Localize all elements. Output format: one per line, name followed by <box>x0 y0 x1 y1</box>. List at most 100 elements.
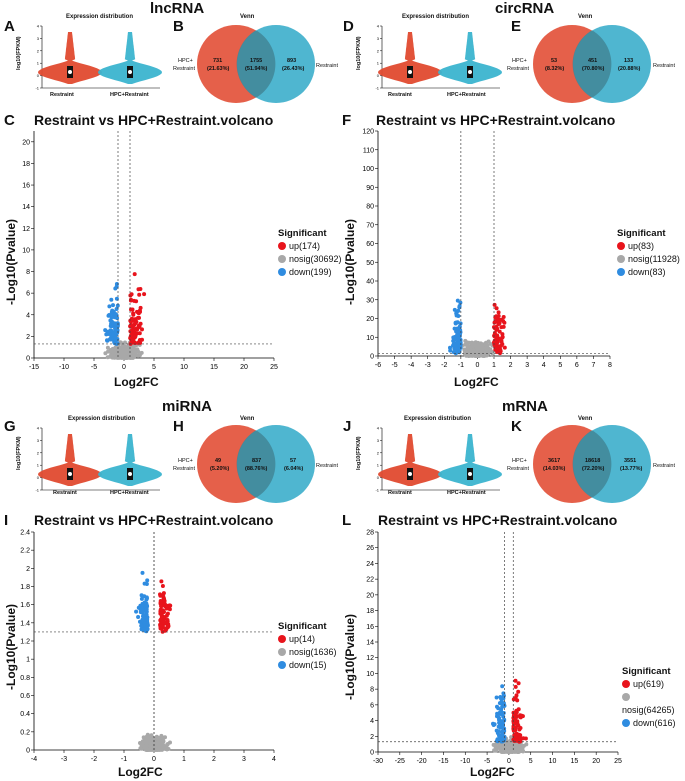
volcano-y-tick-label: 120 <box>362 129 374 136</box>
volcano-point <box>452 342 457 347</box>
volcano-title: Restraint vs HPC+Restraint.volcano <box>34 512 274 528</box>
volcano-point <box>476 343 480 348</box>
volcano-point <box>495 345 500 350</box>
volcano-y-tick-label: 28 <box>366 530 374 537</box>
volcano-point <box>142 292 147 297</box>
volcano-y-tick-label: 24 <box>366 561 374 568</box>
volcano-point <box>160 620 165 625</box>
venn-right-pct: (6.04%) <box>284 466 304 472</box>
volcano-y-tick-label: 20 <box>366 592 374 599</box>
volcano-point <box>514 693 519 698</box>
violin-tick-label: 2 <box>37 450 40 455</box>
volcano-point <box>139 596 144 601</box>
up-dot-icon <box>278 242 286 250</box>
venn-overlap <box>236 30 276 98</box>
volcano-x-tick-label: -5 <box>91 364 97 371</box>
volcano-point <box>455 333 460 338</box>
volcano-point <box>467 350 472 354</box>
venn-left-label-2: Restraint <box>507 466 530 472</box>
volcano-point <box>131 311 136 316</box>
volcano-point <box>112 321 117 326</box>
volcano-point <box>500 722 505 727</box>
volcano-point <box>117 347 121 352</box>
venn-chart-h <box>197 425 315 503</box>
volcano-ylabel: -Log10(Pvalue) <box>4 218 18 305</box>
volcano-xlabel: Log2FC <box>114 375 159 389</box>
volcano-point <box>154 740 159 745</box>
volcano-x-tick-label: -10 <box>59 364 69 371</box>
violin-tick-label: 3 <box>37 36 40 41</box>
volcano-point <box>516 689 521 694</box>
volcano-point <box>140 742 145 747</box>
volcano-x-tick-label: -4 <box>408 362 414 369</box>
volcano-point <box>139 593 144 598</box>
volcano-x-tick-label: -1 <box>458 362 464 369</box>
volcano-y-tick-label: 2 <box>370 734 374 741</box>
volcano-y-tick-label: 1.4 <box>20 620 30 627</box>
volcano-x-tick-label: -25 <box>395 758 405 765</box>
volcano-point <box>497 329 502 334</box>
volcano-point <box>500 684 505 689</box>
violin-median <box>408 472 412 476</box>
venn-title: Venn <box>578 416 593 422</box>
legend-title: Significant <box>622 666 671 677</box>
volcano-group-I: 0 0.2 0.4 0.6 0.8 1 1.2 1.4 1.6 1.8 2 2.2 2.4 -4 -3 -2 -… <box>20 530 276 764</box>
volcano-point <box>113 345 118 350</box>
volcano-point <box>455 320 460 325</box>
legend-item-up: up(619) <box>622 678 685 691</box>
volcano-point <box>161 591 166 596</box>
volcano-x-tick-label: 1 <box>492 362 496 369</box>
volcano-point <box>134 609 139 614</box>
violin-tick-label: 2 <box>377 450 380 455</box>
volcano-point <box>516 746 521 751</box>
legend-item-nosig: nosig(1636) <box>278 646 337 659</box>
volcano-point <box>498 695 503 699</box>
venn-title: Venn <box>240 416 255 422</box>
volcano-y-tick-label: 0.8 <box>20 675 30 682</box>
violin-tick-label: -1 <box>375 488 379 493</box>
volcano-x-tick-label: 6 <box>575 362 579 369</box>
venn-right-count: 3551 <box>624 458 637 464</box>
up-dot-icon <box>622 680 630 688</box>
venn-overlap <box>572 30 612 98</box>
up-dot-icon <box>278 635 286 643</box>
violin-tick-label: 0 <box>37 475 40 480</box>
volcano-y-tick-label: 2 <box>26 334 30 341</box>
volcano-point <box>137 338 142 342</box>
volcano-point <box>123 340 127 345</box>
volcano-point <box>166 624 171 629</box>
violin-chart-j: -1 0 1 2 3 4 <box>375 426 502 493</box>
violin-tick-label: 4 <box>37 24 40 29</box>
volcano-point <box>128 329 133 334</box>
violin-xlabel-1: Restraint <box>53 490 77 496</box>
volcano-point <box>455 298 460 303</box>
volcano-point <box>134 319 139 324</box>
volcano-point <box>455 330 460 335</box>
down-dot-icon <box>622 719 630 727</box>
volcano-y-tick-label: 70 <box>366 222 374 229</box>
violin-tick-label: -1 <box>35 86 39 91</box>
volcano-point <box>519 713 524 718</box>
volcano-point <box>495 350 500 354</box>
venn-mid-pct: (88.76%) <box>245 466 268 472</box>
volcano-point <box>516 681 521 686</box>
volcano-x-tick-label: -1 <box>121 756 127 763</box>
volcano-y-tick-label: 0 <box>370 354 374 361</box>
volcano-point <box>495 713 500 718</box>
volcano-point <box>115 303 120 308</box>
violin-xlabel-1: Restraint <box>50 92 74 98</box>
violin-tick-label: 1 <box>37 61 40 66</box>
volcano-point <box>130 316 135 321</box>
volcano-x-tick-label: -20 <box>417 758 427 765</box>
violin-tick-label: 3 <box>377 438 380 443</box>
volcano-point <box>112 350 117 355</box>
volcano-group-C: 0 2 4 6 8 10 12 14 16 18 20 -15 -10 -5 0 5 10 15 20 25 <box>22 131 278 371</box>
volcano-point <box>502 345 507 350</box>
volcano-point <box>451 338 456 343</box>
venn-left-pct: (8.32%) <box>545 66 565 72</box>
volcano-point <box>158 599 163 603</box>
violin-median <box>468 70 472 74</box>
panel-label-h: H <box>173 418 184 435</box>
volcano-x-tick-label: 20 <box>592 758 600 765</box>
